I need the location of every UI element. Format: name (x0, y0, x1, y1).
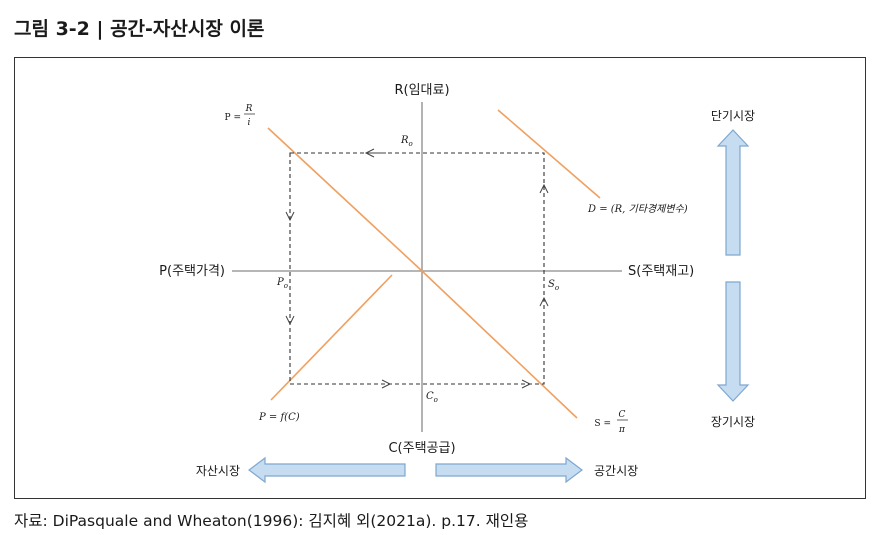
arrow-down-icon (285, 315, 295, 326)
long-run-down-arrow-icon (716, 281, 750, 402)
arrow-up-icon (539, 296, 549, 307)
axis-label-price: P(주택가격) (159, 264, 225, 279)
axis-label-supply: C(주택공급) (388, 441, 455, 456)
arrow-left-icon (364, 148, 386, 158)
axis-label-rent: R(임대료) (394, 83, 449, 98)
stock-curve-line (421, 270, 578, 419)
svg-text:R: R (245, 104, 253, 114)
point-label-s0: So (548, 279, 559, 292)
svg-text:C: C (619, 410, 626, 420)
point-label-c0: Co (426, 391, 438, 404)
price-curve-label: P = R i (225, 104, 255, 128)
stock-curve-label: S = C π (594, 410, 628, 435)
point-label-p0: Po (276, 277, 288, 290)
point-label-r0: Ro (400, 135, 413, 148)
svg-text:i: i (248, 118, 251, 128)
figure-source: 자료: DiPasquale and Wheaton(1996): 김지혜 외(… (14, 512, 529, 530)
demand-curve-line (497, 109, 601, 199)
short-run-market-label: 단기시장 (711, 109, 755, 123)
demand-curve-label: D = (R, 기타경제변수) (587, 203, 688, 215)
short-run-up-arrow-icon (716, 129, 750, 256)
price-curve-line (267, 127, 423, 272)
svg-text:π: π (618, 425, 626, 435)
asset-market-label: 자산시장 (196, 464, 240, 478)
figure-title: 그림 3-2 | 공간-자산시장 이론 (14, 18, 265, 40)
equilibrium-rectangle (289, 152, 545, 385)
construction-curve-line (270, 274, 393, 401)
construction-curve-label: P = f(C) (258, 412, 300, 423)
axis-label-stock: S(주택재고) (628, 264, 694, 279)
space-market-label: 공간시장 (594, 464, 638, 478)
long-run-market-label: 장기시장 (711, 415, 755, 429)
arrow-right-icon (381, 379, 392, 389)
asset-market-left-arrow-icon (248, 456, 406, 484)
arrow-right-icon (521, 379, 532, 389)
svg-text:S =: S = (594, 419, 611, 429)
arrow-down-icon (285, 211, 295, 222)
svg-text:P =: P = (225, 113, 241, 123)
space-market-right-arrow-icon (435, 456, 583, 484)
arrow-up-icon (539, 183, 549, 194)
figure-frame (14, 57, 866, 499)
